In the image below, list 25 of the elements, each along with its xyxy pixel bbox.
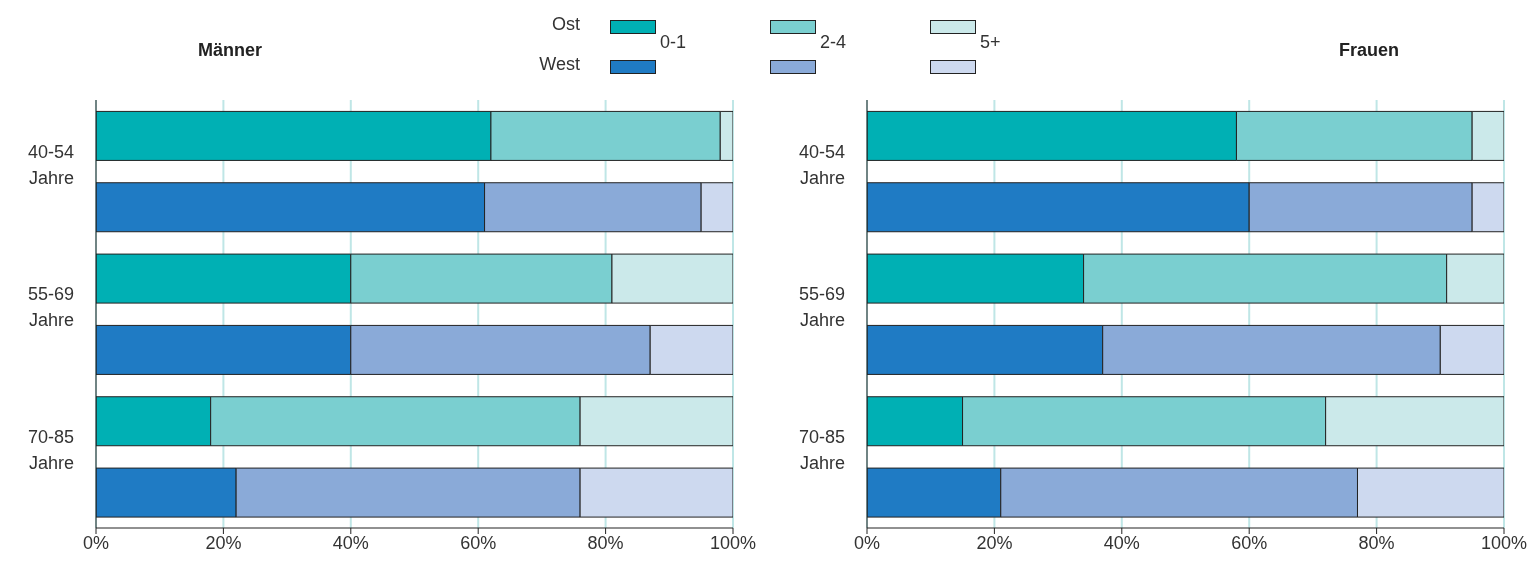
x-tick-label: 100% [1480, 532, 1528, 553]
y-tick-label: 55-69 Jahre [798, 284, 845, 331]
x-tick-label: 100% [709, 532, 757, 553]
x-tick-label: 60% [460, 532, 497, 553]
y-tick-label: 70-85 Jahre [798, 427, 845, 473]
y-tick-label: 70-85 Jahre [27, 427, 74, 473]
x-tick-label: 40% [332, 532, 369, 553]
text: 2-4 [820, 32, 847, 53]
x-tick-label: 80% [1358, 532, 1395, 553]
x-tick-label: 0% [82, 532, 110, 553]
x-tick-label: 0% [853, 532, 881, 553]
text: 0-1 [660, 32, 687, 53]
text: 5+ [980, 32, 1001, 53]
x-tick-label: 80% [587, 532, 624, 553]
y-tick-label: 40-54 Jahre [798, 141, 845, 188]
y-tick-label: 40-54 Jahre [27, 141, 74, 188]
x-tick-label: 60% [1231, 532, 1268, 553]
x-tick-label: 20% [976, 532, 1013, 553]
x-tick-label: 40% [1103, 532, 1140, 553]
text: Ost [551, 14, 580, 35]
text: West [539, 54, 580, 75]
y-tick-label: 55-69 Jahre [27, 284, 74, 331]
chart-title: Frauen [1339, 40, 1400, 61]
chart-title: Männer [198, 40, 263, 61]
x-tick-label: 20% [205, 532, 242, 553]
